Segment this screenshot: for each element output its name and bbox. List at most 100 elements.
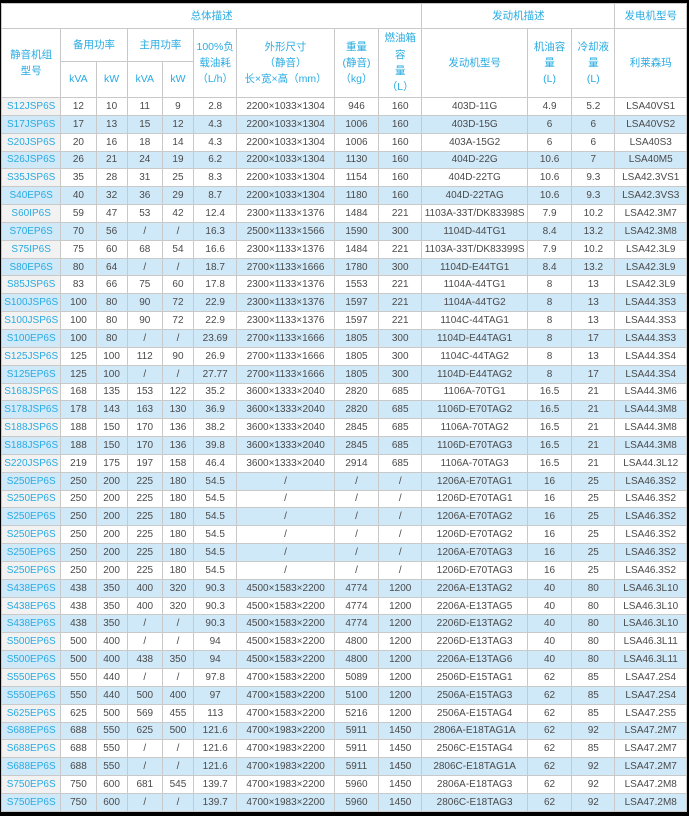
model-link[interactable]: S220JSP6S — [4, 457, 59, 469]
model-link[interactable]: S750EP6S — [6, 796, 56, 808]
cell-standby_kva: 438 — [60, 614, 97, 634]
model-link[interactable]: S188JSP6S — [4, 422, 59, 434]
cell-prime_kw: 60 — [161, 275, 195, 295]
model-link[interactable]: S26JSP6S — [6, 154, 56, 166]
cell-fuel_tank: 160 — [378, 168, 423, 188]
cell-prime_kva: 225 — [126, 543, 163, 562]
col-header-weight: 重量 (静音) （kg） — [333, 28, 380, 98]
cell-oil_capacity: 62 — [526, 721, 573, 741]
table-row: S20JSP6S 20 16 18 14 4.3 2200×1033×1304 1006 160… — [1, 132, 687, 152]
cell-fuel_consumption: 97.8 — [193, 668, 238, 687]
col-header-alternator: 利莱森玛 — [614, 28, 687, 98]
model-link[interactable]: S550EP6S — [6, 671, 56, 683]
model-link[interactable]: S20JSP6S — [6, 136, 56, 148]
cell-coolant_capacity: 21 — [571, 400, 616, 420]
cell-fuel_consumption: 6.2 — [193, 150, 238, 170]
model-link[interactable]: S100JSP6S — [4, 315, 59, 327]
cell-prime_kva: 500 — [126, 685, 163, 705]
cell-prime_kw: 54 — [161, 239, 195, 259]
cell-oil_capacity: 16 — [526, 507, 573, 527]
cell-fuel_tank: 1200 — [378, 668, 423, 687]
model-link[interactable]: S178JSP6S — [4, 404, 59, 416]
cell-fuel_consumption: 90.3 — [193, 596, 238, 616]
cell-engine_model: 404D-22G — [421, 150, 528, 170]
model-link[interactable]: S12JSP6S — [6, 100, 56, 112]
cell-coolant_capacity: 17 — [571, 328, 616, 348]
model-link[interactable]: S85JSP6S — [6, 279, 56, 291]
cell-dimensions: 4700×1983×2200 — [236, 775, 335, 794]
model-link[interactable]: S250EP6S — [6, 529, 56, 541]
col-header-standby-kw: kW — [95, 61, 128, 98]
model-link[interactable]: S688EP6S — [6, 761, 56, 773]
cell-oil_capacity: 6 — [526, 132, 573, 152]
cell-oil_capacity: 16.5 — [526, 436, 573, 455]
model-link[interactable]: S250EP6S — [6, 511, 56, 523]
cell-prime_kva: 225 — [126, 471, 163, 491]
cell-fuel_consumption: 27.77 — [193, 364, 238, 384]
cell-coolant_capacity: 92 — [571, 792, 616, 812]
model-link[interactable]: S250EP6S — [6, 547, 56, 559]
model-link[interactable]: S500EP6S — [6, 636, 56, 648]
model-link[interactable]: S80EP6S — [9, 261, 53, 273]
cell-dimensions: 2300×1133×1376 — [236, 239, 335, 259]
cell-standby_kva: 35 — [60, 168, 97, 188]
model-link[interactable]: S625EP6S — [6, 707, 56, 719]
cell-standby_kva: 188 — [60, 436, 97, 455]
cell-fuel_consumption: 26.9 — [193, 346, 238, 366]
model-link[interactable]: S168JSP6S — [4, 386, 59, 398]
cell-dimensions: 2300×1133×1376 — [236, 204, 335, 223]
cell-standby_kw: 350 — [95, 614, 128, 634]
cell-dimensions: / — [236, 507, 335, 527]
cell-standby_kva: 125 — [60, 364, 97, 384]
model-link[interactable]: S438EP6S — [6, 582, 56, 594]
cell-coolant_capacity: 13 — [571, 293, 616, 313]
model-link[interactable]: S688EP6S — [6, 743, 56, 755]
model-link[interactable]: S250EP6S — [6, 475, 56, 487]
model-link[interactable]: S550EP6S — [6, 689, 56, 701]
cell-coolant_capacity: 7 — [571, 150, 616, 170]
cell-standby_kw: 28 — [95, 168, 128, 188]
cell-oil_capacity: 7.9 — [526, 204, 573, 223]
cell-engine_model: 404D-22TG — [421, 168, 528, 188]
model-link[interactable]: S438EP6S — [6, 618, 56, 630]
table-row: S500EP6S 500 400 438 350 94 4500×1583×2200 4800… — [1, 650, 687, 669]
cell-fuel_tank: 221 — [378, 293, 423, 313]
cell-alternator: LSA42.3M7 — [614, 204, 687, 223]
model-link[interactable]: S40EP6S — [9, 190, 53, 202]
model-link[interactable]: S60IP6S — [11, 207, 51, 219]
model-link[interactable]: S500EP6S — [6, 654, 56, 666]
cell-dimensions: / — [236, 543, 335, 562]
cell-alternator: LSA46.3S2 — [614, 560, 687, 580]
cell-weight: 2820 — [333, 382, 380, 402]
cell-standby_kva: 100 — [60, 311, 97, 330]
model-link[interactable]: S250EP6S — [6, 564, 56, 576]
model-link[interactable]: S250EP6S — [6, 493, 56, 505]
cell-model: S250EP6S — [1, 525, 62, 545]
model-link[interactable]: S100JSP6S — [4, 297, 59, 309]
cell-prime_kw: 136 — [161, 418, 195, 438]
model-link[interactable]: S188JSP6S — [4, 439, 59, 451]
cell-alternator: LSA42.3L9 — [614, 275, 687, 295]
cell-weight: / — [333, 471, 380, 491]
table-row: S40EP6S 40 32 36 29 8.7 2200×1033×1304 1180 160 4… — [1, 186, 687, 206]
model-link[interactable]: S438EP6S — [6, 600, 56, 612]
cell-standby_kw: 200 — [95, 525, 128, 545]
cell-oil_capacity: 6 — [526, 114, 573, 134]
cell-coolant_capacity: 21 — [571, 382, 616, 402]
model-link[interactable]: S125EP6S — [6, 368, 56, 380]
model-link[interactable]: S70EP6S — [9, 225, 53, 237]
cell-prime_kva: 400 — [126, 578, 163, 598]
model-link[interactable]: S125JSP6S — [4, 350, 59, 362]
model-link[interactable]: S17JSP6S — [6, 118, 56, 130]
model-link[interactable]: S100EP6S — [6, 332, 56, 344]
model-link[interactable]: S35JSP6S — [6, 172, 56, 184]
cell-prime_kw: 400 — [161, 685, 195, 705]
model-link[interactable]: S750EP6S — [6, 778, 56, 790]
cell-engine_model: 2206D-E13TAG2 — [421, 614, 528, 634]
cell-fuel_consumption: 36.9 — [193, 400, 238, 420]
cell-dimensions: 4500×1583×2200 — [236, 650, 335, 669]
model-link[interactable]: S688EP6S — [6, 725, 56, 737]
model-link[interactable]: S75IP6S — [11, 243, 51, 255]
cell-coolant_capacity: 85 — [571, 739, 616, 759]
cell-prime_kw: 122 — [161, 382, 195, 402]
